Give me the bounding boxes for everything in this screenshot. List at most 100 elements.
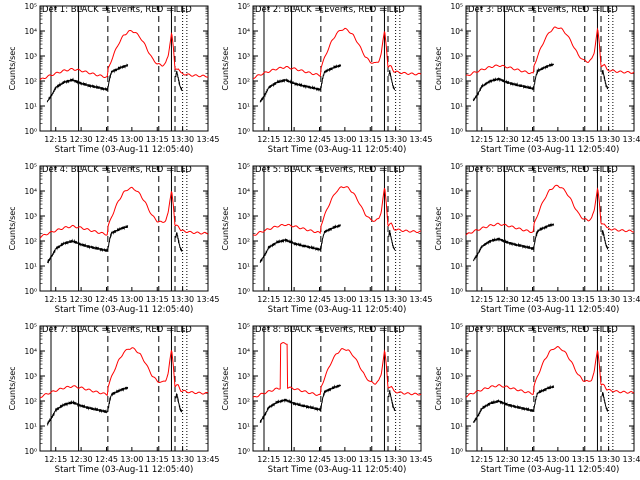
panel-title: Det 6: BLACK = Events, RED = LLD — [468, 165, 618, 175]
y-tick-label: 10¹ — [237, 262, 250, 271]
x-tick-label: 12:45 — [95, 135, 118, 144]
events-curve-late — [175, 392, 183, 413]
lld-curve — [252, 186, 422, 236]
x-tick-label: 12:45 — [95, 295, 118, 304]
x-tick-label: 12:45 — [308, 135, 331, 144]
y-tick-label: 10³ — [237, 52, 250, 61]
x-tick-label: 12:45 — [521, 135, 544, 144]
flag-label: F — [394, 7, 398, 15]
flag-label: S — [532, 7, 537, 15]
x-tick-label: 13:00 — [546, 135, 569, 144]
x-tick-label: 13:45 — [622, 455, 640, 464]
plot-frame — [39, 325, 209, 452]
events-curve — [472, 62, 555, 102]
x-tick-label: 13:45 — [196, 295, 219, 304]
flag-label: F — [596, 167, 600, 175]
y-tick-label: 10¹ — [24, 422, 37, 431]
flag-label: S — [319, 327, 324, 335]
plot-frame — [465, 325, 635, 452]
plot-frame — [39, 5, 209, 132]
y-tick-label: 10² — [450, 237, 463, 246]
x-axis-label: Start Time (03-Aug-11 12:05:40) — [55, 305, 194, 315]
flag-label: F — [383, 7, 387, 15]
lld-curve — [39, 347, 209, 398]
flag-label: S — [106, 7, 111, 15]
y-tick-label: 10³ — [450, 52, 463, 61]
x-tick-label: 12:15 — [470, 135, 493, 144]
y-tick-label: 10² — [24, 397, 37, 406]
y-tick-label: 10³ — [24, 52, 37, 61]
events-curve — [46, 386, 129, 427]
y-tick-label: 10⁴ — [24, 187, 37, 196]
lld-curve — [39, 29, 209, 81]
events-curve — [259, 383, 342, 423]
events-curve — [259, 64, 342, 103]
y-axis-label: Counts/sec — [8, 366, 17, 410]
flag-label: F — [170, 327, 174, 335]
events-curve — [472, 222, 555, 262]
y-tick-label: 10⁴ — [450, 347, 463, 356]
y-tick-label: 10⁴ — [237, 187, 250, 196]
y-tick-label: 10⁵ — [450, 322, 463, 331]
x-tick-label: 12:15 — [44, 135, 67, 144]
x-axis-label: Start Time (03-Aug-11 12:05:40) — [481, 305, 620, 315]
y-tick-label: 10⁰ — [24, 127, 37, 136]
x-tick-label: 13:30 — [171, 135, 194, 144]
x-tick-label: 13:15 — [572, 295, 595, 304]
flag-label: F — [170, 7, 174, 15]
y-tick-label: 10¹ — [450, 422, 463, 431]
lld-curve — [252, 342, 422, 398]
x-tick-label: 13:30 — [384, 295, 407, 304]
plot-frame — [252, 165, 422, 292]
events-curve-late — [601, 69, 609, 90]
x-tick-label: 13:00 — [546, 295, 569, 304]
y-tick-label: 10² — [450, 77, 463, 86]
events-curve — [47, 224, 129, 264]
y-tick-label: 10⁰ — [450, 447, 463, 456]
flag-label: F — [607, 7, 611, 15]
x-tick-label: 13:15 — [146, 455, 169, 464]
x-tick-label: 13:00 — [333, 295, 356, 304]
events-curve — [472, 384, 555, 424]
events-curve-late — [175, 231, 183, 252]
x-tick-label: 13:45 — [409, 135, 432, 144]
y-tick-label: 10⁴ — [24, 27, 37, 36]
x-tick-label: 13:45 — [196, 135, 219, 144]
y-tick-label: 10² — [450, 397, 463, 406]
y-axis-label: Counts/sec — [221, 206, 230, 250]
flag-label: F — [394, 167, 398, 175]
events-curve-late — [601, 391, 609, 412]
x-tick-label: 13:30 — [384, 455, 407, 464]
y-axis-label: Counts/sec — [434, 206, 443, 250]
events-curve-late — [601, 229, 609, 250]
events-curve-late — [388, 390, 396, 412]
flag-label: F — [607, 167, 611, 175]
y-tick-label: 10² — [237, 77, 250, 86]
x-axis-label: Start Time (03-Aug-11 12:05:40) — [55, 145, 194, 155]
y-tick-label: 10³ — [450, 372, 463, 381]
flag-label: F — [607, 327, 611, 335]
y-tick-label: 10⁵ — [237, 322, 250, 331]
x-tick-label: 12:45 — [95, 455, 118, 464]
x-tick-label: 12:30 — [283, 295, 306, 304]
x-tick-label: 12:15 — [257, 295, 280, 304]
lld-curve — [252, 27, 422, 79]
x-tick-label: 12:15 — [470, 295, 493, 304]
events-curve-late — [388, 229, 396, 251]
x-axis-label: Start Time (03-Aug-11 12:05:40) — [55, 465, 194, 475]
flag-label: F — [383, 327, 387, 335]
y-tick-label: 10¹ — [237, 422, 250, 431]
y-tick-label: 10² — [237, 397, 250, 406]
y-tick-label: 10³ — [450, 212, 463, 221]
x-tick-label: 12:30 — [70, 295, 93, 304]
x-tick-label: 13:00 — [546, 455, 569, 464]
panel-title: Det 9: BLACK = Events, RED = LLD — [468, 325, 618, 335]
lld-curve — [39, 186, 209, 239]
y-tick-label: 10⁵ — [24, 2, 37, 11]
y-tick-label: 10⁴ — [450, 27, 463, 36]
x-tick-label: 12:15 — [470, 455, 493, 464]
y-tick-label: 10¹ — [237, 102, 250, 111]
